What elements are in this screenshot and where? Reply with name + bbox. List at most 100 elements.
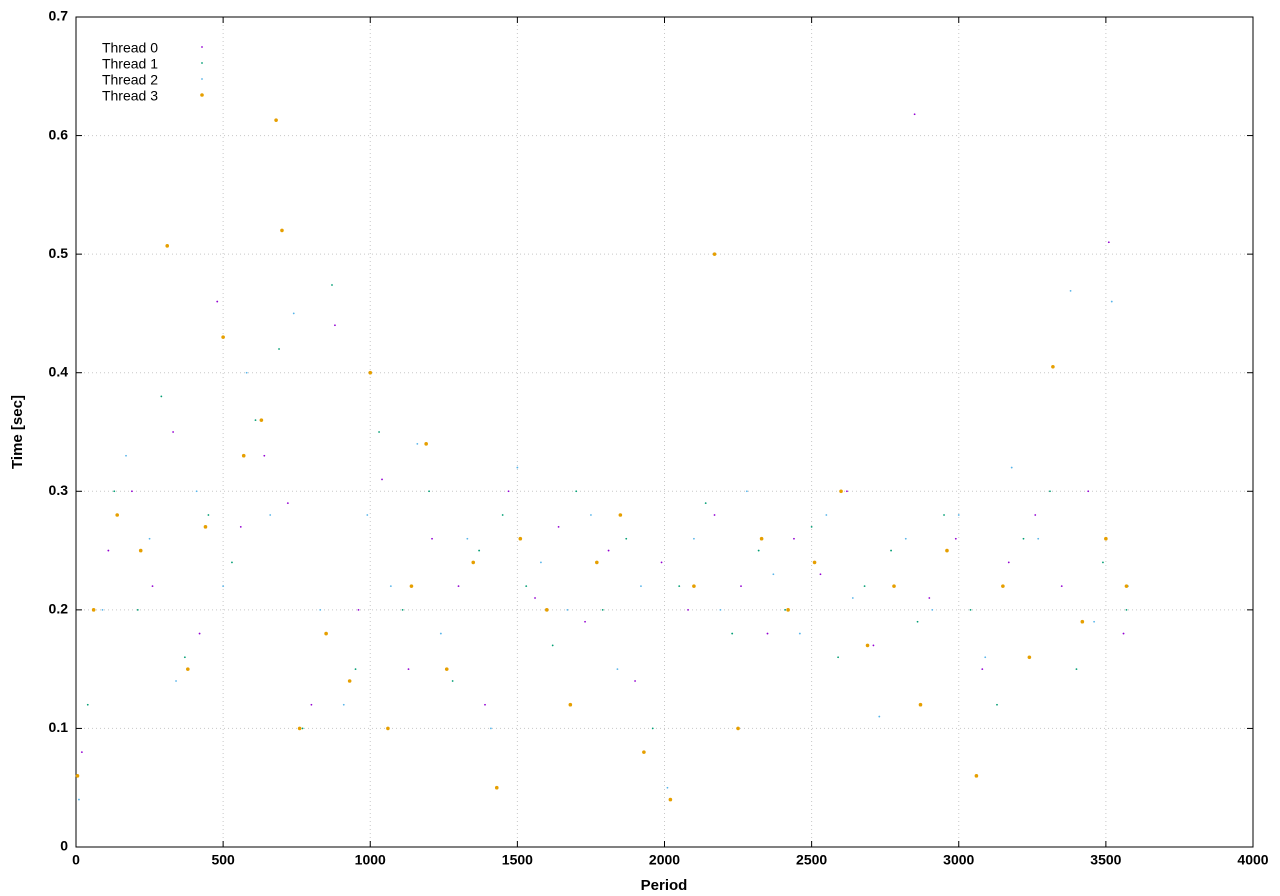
point xyxy=(186,667,190,671)
point xyxy=(378,431,380,433)
legend-label: Thread 2 xyxy=(102,72,158,88)
point xyxy=(245,371,248,374)
point xyxy=(148,537,151,540)
y-tick-label: 0.2 xyxy=(49,601,69,617)
point xyxy=(407,668,410,671)
point xyxy=(642,750,646,754)
point xyxy=(692,584,696,588)
point xyxy=(107,549,110,552)
point xyxy=(136,608,139,611)
point xyxy=(766,632,769,635)
point xyxy=(981,668,984,671)
point xyxy=(1075,668,1078,671)
point xyxy=(996,703,998,706)
point xyxy=(516,466,519,469)
point xyxy=(557,525,560,528)
point xyxy=(489,727,492,730)
point xyxy=(409,584,414,588)
x-tick-label: 2500 xyxy=(796,852,827,868)
point xyxy=(837,656,840,659)
point xyxy=(207,514,210,516)
point xyxy=(334,324,336,327)
point xyxy=(125,454,127,457)
point xyxy=(712,252,717,256)
point xyxy=(1001,584,1005,588)
point xyxy=(668,797,673,802)
point xyxy=(545,608,549,612)
point xyxy=(1049,490,1051,493)
point xyxy=(1027,655,1032,660)
point xyxy=(757,549,760,552)
point xyxy=(1124,584,1129,588)
x-tick-label: 4000 xyxy=(1237,852,1268,868)
point xyxy=(1102,561,1104,564)
point xyxy=(1022,537,1025,540)
point xyxy=(115,513,119,517)
point xyxy=(263,454,266,457)
point xyxy=(916,620,919,623)
point xyxy=(731,632,734,635)
point xyxy=(625,537,628,540)
point xyxy=(183,656,186,659)
point xyxy=(957,514,960,516)
point xyxy=(401,608,404,611)
legend-label: Thread 0 xyxy=(102,40,158,56)
point xyxy=(584,620,586,623)
point xyxy=(274,118,278,122)
point xyxy=(138,548,143,553)
point xyxy=(1069,290,1072,292)
point xyxy=(292,312,295,315)
point xyxy=(494,785,499,790)
point xyxy=(863,585,866,588)
point xyxy=(566,608,569,611)
point xyxy=(259,418,264,422)
point xyxy=(86,703,89,706)
point xyxy=(969,608,972,611)
legend-label: Thread 3 xyxy=(102,88,158,104)
point xyxy=(1034,514,1037,516)
point xyxy=(793,537,795,540)
point xyxy=(1060,585,1063,588)
legend-marker xyxy=(201,78,203,80)
point xyxy=(928,597,931,599)
point xyxy=(239,525,242,528)
point xyxy=(444,667,449,671)
point xyxy=(457,585,460,588)
point xyxy=(1007,561,1010,564)
point xyxy=(984,656,987,659)
point xyxy=(386,726,390,731)
point xyxy=(812,560,817,565)
point xyxy=(1087,490,1090,493)
point xyxy=(525,585,528,588)
point xyxy=(551,644,554,647)
point xyxy=(368,370,373,375)
point xyxy=(590,514,592,516)
point xyxy=(1104,536,1108,541)
point xyxy=(568,702,573,707)
point xyxy=(872,644,875,647)
point xyxy=(101,608,104,611)
point xyxy=(1093,620,1096,623)
plot-frame xyxy=(75,16,1254,848)
point xyxy=(324,631,328,636)
point xyxy=(618,513,623,517)
point xyxy=(501,514,504,516)
point xyxy=(745,490,748,493)
point xyxy=(651,727,654,730)
point xyxy=(974,774,979,778)
point xyxy=(878,715,881,718)
point xyxy=(381,478,383,481)
point xyxy=(616,668,619,671)
point xyxy=(424,442,428,446)
point xyxy=(91,608,96,612)
y-tick-label: 0.4 xyxy=(49,363,69,379)
point xyxy=(231,561,233,564)
point xyxy=(366,514,369,516)
x-tick-label: 1000 xyxy=(355,852,386,868)
point xyxy=(736,726,740,731)
point xyxy=(310,703,313,706)
point xyxy=(466,537,469,540)
point xyxy=(1122,632,1125,635)
point xyxy=(319,608,322,611)
point xyxy=(131,490,133,493)
